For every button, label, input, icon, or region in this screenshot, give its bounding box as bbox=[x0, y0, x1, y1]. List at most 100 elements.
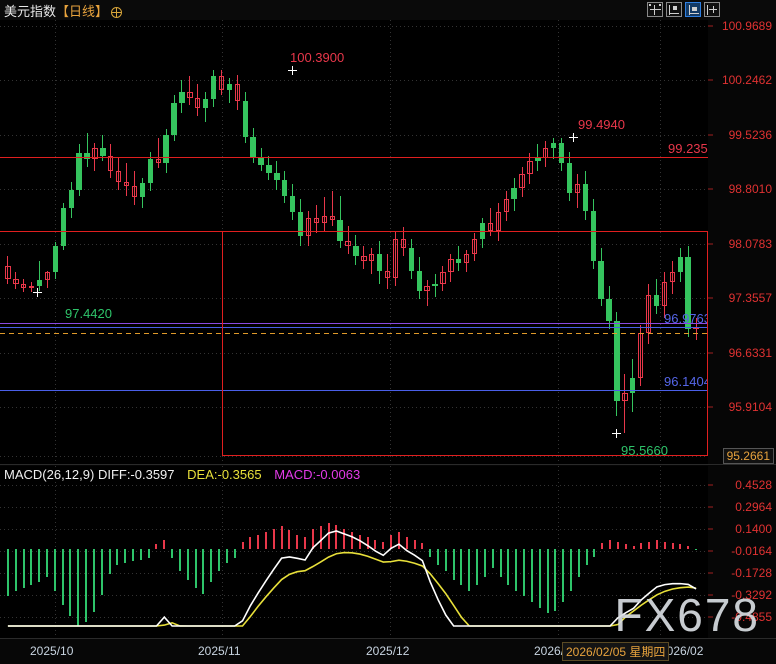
price-gridline bbox=[0, 456, 708, 457]
macd-gridline bbox=[0, 550, 708, 552]
candle-body bbox=[203, 99, 209, 109]
macd-histogram-bar bbox=[155, 544, 158, 549]
candle-body bbox=[305, 218, 312, 237]
level-line-purple bbox=[0, 323, 708, 325]
macd-histogram-bar bbox=[616, 541, 619, 549]
macd-axis[interactable]: 0.4528 0.2964 0.1400 -0.0164 -0.1728 -0.3292 -… bbox=[708, 466, 776, 638]
candle-body bbox=[13, 278, 19, 284]
candle-wick bbox=[466, 249, 468, 273]
candle-body bbox=[645, 295, 652, 333]
price-axis-tick: 97.3557 bbox=[728, 291, 772, 306]
level-label-support: 96.1404 bbox=[664, 374, 708, 390]
price-axis[interactable]: 100.9689 100.2462 99.5236 98.8010 98.0783 97.… bbox=[708, 19, 776, 464]
pane-divider bbox=[0, 464, 776, 465]
candlestick bbox=[464, 249, 470, 273]
candle-body bbox=[384, 270, 391, 279]
exit-tool-button[interactable] bbox=[704, 2, 720, 17]
time-axis[interactable]: 2025/10 2025/11 2025/12 2026/01 2026/02 2026/… bbox=[0, 638, 776, 664]
candle-body bbox=[353, 246, 359, 256]
macd-histogram-bar bbox=[523, 548, 526, 597]
price-axis-tick: 100.2462 bbox=[721, 73, 772, 88]
macd-histogram-bar bbox=[577, 548, 580, 577]
candle-body bbox=[100, 148, 106, 156]
candlestick bbox=[36, 261, 43, 291]
macd-histogram-bar bbox=[405, 537, 408, 549]
candlestick bbox=[392, 231, 399, 287]
macd-histogram-bar bbox=[92, 548, 95, 612]
macd-histogram-bar bbox=[14, 548, 17, 591]
month-gridline bbox=[558, 466, 559, 638]
measure-tool-button[interactable] bbox=[666, 2, 682, 17]
macd-histogram-bar bbox=[499, 548, 502, 577]
candle-body bbox=[408, 248, 414, 271]
drawn-rectangle[interactable] bbox=[222, 231, 708, 456]
candle-body bbox=[677, 257, 683, 273]
macd-histogram-bar bbox=[507, 548, 510, 586]
candle-body bbox=[440, 272, 446, 284]
macd-histogram-bar bbox=[491, 548, 494, 569]
price-gridline bbox=[0, 352, 708, 354]
candle-body bbox=[456, 258, 462, 264]
candle-body bbox=[503, 198, 509, 213]
candlestick bbox=[606, 286, 612, 330]
period-label: 【日线】 bbox=[56, 5, 109, 20]
draw-tool-button[interactable] bbox=[685, 2, 701, 17]
macd-histogram-bar bbox=[194, 548, 197, 588]
candlestick bbox=[305, 210, 312, 247]
candlestick bbox=[179, 80, 185, 113]
macd-histogram-bar bbox=[351, 531, 353, 549]
candlestick bbox=[5, 255, 11, 284]
candlestick bbox=[21, 278, 27, 293]
candle-wick bbox=[695, 317, 697, 341]
macd-histogram-bar bbox=[609, 540, 612, 549]
candle-body bbox=[685, 257, 691, 329]
candle-wick bbox=[347, 225, 349, 254]
macd-histogram-bar bbox=[186, 548, 189, 580]
symbol-label: 美元指数 bbox=[4, 5, 57, 20]
candlestick bbox=[226, 77, 233, 103]
macd-params-label: MACD(26,12,9) bbox=[4, 467, 95, 482]
macd-legend: MACD(26,12,9) DIFF:-0.3597 DEA:-0.3565 M… bbox=[4, 467, 360, 482]
candlestick bbox=[598, 248, 604, 307]
macd-histogram-bar bbox=[390, 534, 393, 549]
candle-body bbox=[123, 181, 130, 186]
price-tick-dash bbox=[708, 352, 713, 354]
candlestick bbox=[258, 148, 264, 171]
price-tick-dash bbox=[708, 243, 713, 245]
candlestick bbox=[297, 198, 304, 247]
macd-histogram-bar bbox=[272, 528, 275, 549]
candlestick bbox=[424, 280, 430, 307]
price-tick-dash bbox=[708, 25, 713, 27]
macd-histogram-bar bbox=[483, 548, 486, 577]
candle-body bbox=[448, 258, 454, 273]
candle-body bbox=[266, 165, 272, 173]
macd-histogram-bar bbox=[218, 548, 221, 572]
macd-chart-pane[interactable] bbox=[0, 466, 708, 638]
candle-body bbox=[606, 298, 612, 322]
crosshair-tool-button[interactable] bbox=[647, 2, 663, 17]
price-chart-pane[interactable]: 99.2354 96.9763 96.1404 97.4420 100.3900 99.4… bbox=[0, 20, 708, 464]
candle-wick bbox=[624, 374, 626, 434]
macd-histogram-bar bbox=[288, 530, 291, 549]
macd-tick-dash bbox=[708, 550, 713, 552]
candlestick bbox=[456, 246, 462, 271]
watermark: FX678 bbox=[614, 589, 760, 641]
macd-diff-label: DIFF:-0.3597 bbox=[97, 467, 175, 482]
macd-tick-dash bbox=[708, 616, 713, 618]
candle-body bbox=[163, 135, 169, 164]
price-axis-tick: 96.6331 bbox=[728, 345, 772, 360]
candle-body bbox=[337, 219, 343, 241]
macd-histogram-bar bbox=[632, 545, 635, 549]
candle-body bbox=[92, 148, 98, 160]
macd-histogram-bar bbox=[116, 548, 119, 566]
candlestick bbox=[566, 151, 573, 201]
candlestick bbox=[495, 203, 501, 241]
candle-body bbox=[36, 280, 43, 287]
macd-histogram-bar bbox=[296, 534, 299, 549]
candle-body bbox=[76, 153, 82, 190]
candle-wick bbox=[307, 210, 309, 247]
macd-histogram-bar bbox=[687, 545, 690, 549]
price-tick-dash bbox=[708, 297, 713, 299]
candlestick bbox=[13, 272, 19, 290]
